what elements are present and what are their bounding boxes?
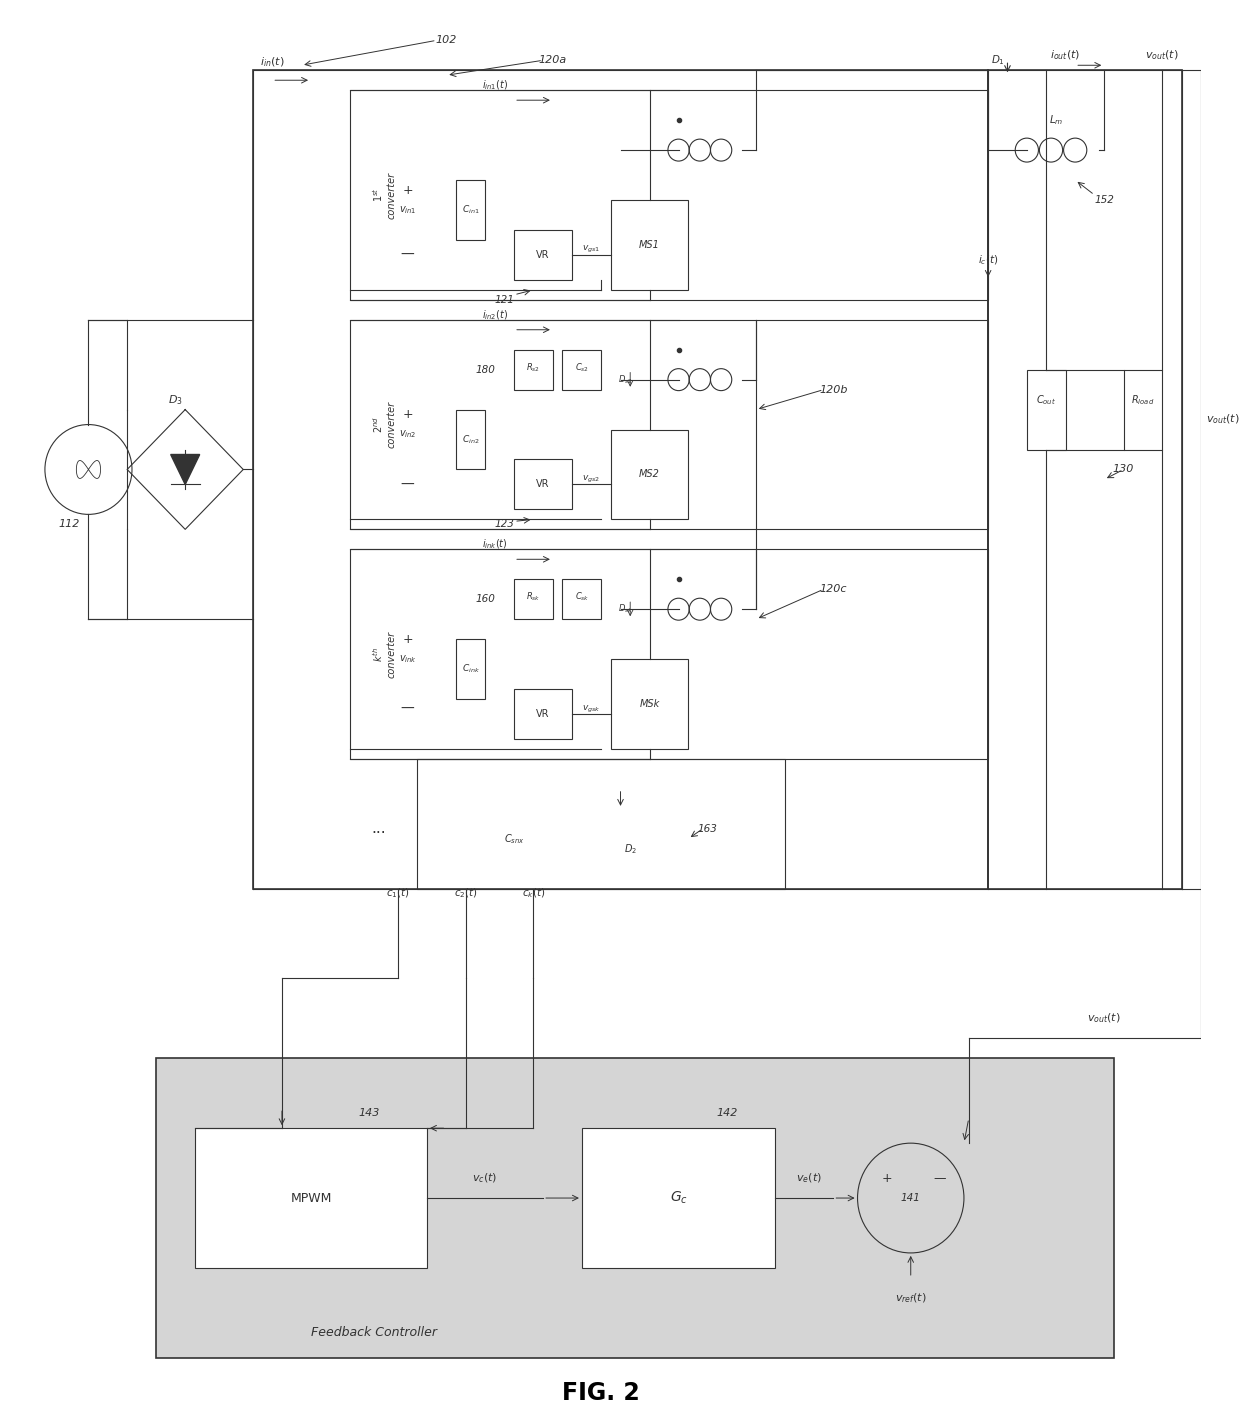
Text: —: —: [401, 248, 414, 263]
Text: $v_e(t)$: $v_e(t)$: [796, 1171, 822, 1185]
Text: 112: 112: [58, 519, 79, 529]
Bar: [515, 230, 572, 280]
Text: $c_k(t)$: $c_k(t)$: [522, 887, 546, 901]
Text: 121: 121: [495, 295, 515, 305]
Bar: [195, 1128, 427, 1269]
Text: $L_m$: $L_m$: [1049, 114, 1063, 128]
Text: $C_{in2}$: $C_{in2}$: [461, 433, 480, 446]
Text: $v_{gsk}$: $v_{gsk}$: [583, 704, 600, 715]
Polygon shape: [171, 454, 200, 484]
Text: $1^{st}$
converter: $1^{st}$ converter: [371, 172, 397, 219]
Text: $v_{out}(t)$: $v_{out}(t)$: [1205, 413, 1240, 426]
Text: $v_{ink}$: $v_{ink}$: [398, 653, 417, 666]
Text: $D_2$: $D_2$: [624, 841, 636, 856]
Text: $D_{s2}$: $D_{s2}$: [618, 373, 632, 386]
Text: ...: ...: [371, 822, 386, 836]
Text: +: +: [403, 183, 413, 196]
Text: VR: VR: [537, 250, 549, 260]
Bar: [515, 460, 572, 509]
Text: $v_{gs2}$: $v_{gs2}$: [583, 474, 600, 485]
Bar: [515, 579, 553, 619]
Text: $v_{out}(t)$: $v_{out}(t)$: [1087, 1012, 1121, 1025]
Text: VR: VR: [537, 480, 549, 490]
Text: —: —: [934, 1172, 946, 1185]
Bar: [611, 658, 688, 749]
Text: $C_{ink}$: $C_{ink}$: [461, 663, 480, 675]
Text: —: —: [401, 477, 414, 491]
Text: $v_{out}(t)$: $v_{out}(t)$: [1146, 48, 1179, 62]
Text: 120a: 120a: [538, 55, 567, 65]
Text: MS2: MS2: [639, 470, 660, 480]
Text: 152: 152: [1094, 194, 1115, 204]
Bar: [350, 549, 988, 759]
Text: 120c: 120c: [820, 585, 847, 595]
Text: $i_{out}(t)$: $i_{out}(t)$: [1050, 48, 1081, 62]
Text: $R_{sk}$: $R_{sk}$: [526, 590, 541, 603]
Text: 163: 163: [698, 824, 718, 834]
Text: $2^{nd}$
converter: $2^{nd}$ converter: [371, 402, 397, 448]
Bar: [350, 91, 988, 299]
Text: VR: VR: [537, 710, 549, 719]
Text: $i_c(t)$: $i_c(t)$: [978, 253, 998, 267]
Text: 123: 123: [495, 519, 515, 529]
Text: $i_{ink}(t)$: $i_{ink}(t)$: [482, 538, 507, 551]
Text: +: +: [403, 409, 413, 421]
Bar: [350, 319, 988, 529]
Text: 180: 180: [475, 365, 495, 375]
Text: 160: 160: [475, 595, 495, 604]
Text: 142: 142: [717, 1108, 738, 1118]
Text: $c_2(t)$: $c_2(t)$: [454, 887, 477, 901]
Text: $k^{th}$
converter: $k^{th}$ converter: [371, 630, 397, 678]
Text: $D_{sk}$: $D_{sk}$: [618, 603, 632, 616]
Bar: [418, 759, 785, 888]
Text: +: +: [403, 633, 413, 646]
Text: $v_{in1}$: $v_{in1}$: [399, 204, 417, 216]
Bar: [988, 71, 1182, 888]
Text: 130: 130: [1112, 464, 1135, 474]
Text: $i_{in1}(t)$: $i_{in1}(t)$: [481, 78, 508, 92]
Bar: [563, 349, 601, 390]
Bar: [611, 200, 688, 289]
Text: 143: 143: [358, 1108, 379, 1118]
Bar: [1123, 370, 1162, 450]
Text: $i_{in2}(t)$: $i_{in2}(t)$: [481, 308, 508, 322]
Text: $C_{in1}$: $C_{in1}$: [461, 204, 480, 216]
Bar: [456, 410, 485, 470]
Bar: [515, 349, 553, 390]
Text: $G_c$: $G_c$: [670, 1191, 687, 1206]
Bar: [582, 1128, 775, 1269]
Bar: [456, 180, 485, 240]
Text: $v_{gs1}$: $v_{gs1}$: [583, 244, 600, 255]
Text: $R_{s2}$: $R_{s2}$: [527, 362, 541, 375]
Text: $i_{in}(t)$: $i_{in}(t)$: [260, 55, 284, 70]
Bar: [253, 71, 988, 888]
Bar: [611, 430, 688, 519]
Text: MPWM: MPWM: [290, 1192, 331, 1205]
Text: $v_{ref}(t)$: $v_{ref}(t)$: [895, 1291, 926, 1304]
Text: $c_1(t)$: $c_1(t)$: [386, 887, 410, 901]
Text: $D_1$: $D_1$: [991, 54, 1004, 67]
Text: $v_c(t)$: $v_c(t)$: [472, 1171, 497, 1185]
Text: Feedback Controller: Feedback Controller: [311, 1327, 436, 1340]
Bar: [1027, 370, 1065, 450]
Text: $D_3$: $D_3$: [169, 393, 184, 406]
Text: FIG. 2: FIG. 2: [562, 1381, 640, 1405]
Bar: [456, 639, 485, 700]
Text: $v_{in2}$: $v_{in2}$: [399, 429, 417, 440]
Text: —: —: [401, 702, 414, 717]
Text: MS1: MS1: [639, 240, 660, 250]
Text: $C_{snx}$: $C_{snx}$: [503, 832, 525, 846]
Text: 102: 102: [435, 35, 458, 45]
Text: 141: 141: [900, 1193, 920, 1203]
Text: $C_{sk}$: $C_{sk}$: [574, 590, 589, 603]
Text: $C_{out}$: $C_{out}$: [1037, 393, 1056, 406]
Bar: [515, 690, 572, 739]
Bar: [563, 579, 601, 619]
Text: $C_{s2}$: $C_{s2}$: [575, 362, 589, 375]
Text: +: +: [882, 1172, 892, 1185]
Text: 120b: 120b: [820, 385, 848, 394]
Text: $R_{load}$: $R_{load}$: [1131, 393, 1154, 406]
Text: MSk: MSk: [640, 700, 660, 710]
FancyBboxPatch shape: [156, 1059, 1114, 1358]
